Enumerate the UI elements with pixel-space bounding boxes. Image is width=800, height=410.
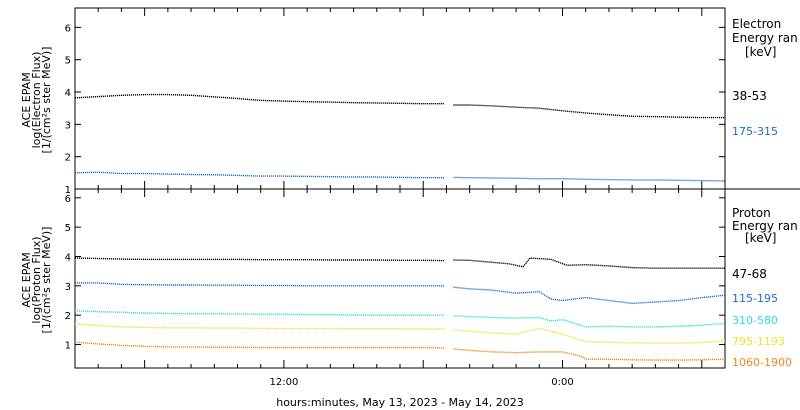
proton-ylabel: ACE EPAM log(Proton Flux) [1/(cm²s ster …	[20, 227, 53, 334]
proton-legend-47-68: 47-68	[732, 267, 767, 281]
electron-legend-title-2: Energy ran	[732, 31, 798, 45]
proton-series-795-1193	[74, 323, 726, 344]
electron-ylabel-line2: log(Electron Flux)	[30, 52, 43, 149]
proton-panel-frame	[74, 188, 726, 369]
electron-legend-title-1: Electron	[732, 17, 781, 31]
proton-legend-title-3: [keV]	[745, 231, 776, 245]
electron-ytick-label-2: 2	[65, 153, 71, 164]
proton-ytick-label-2: 2	[65, 311, 71, 322]
electron-ylabel-line3: [1/(cm²s ster MeV)]	[40, 47, 53, 154]
electron-ylabel-line1: ACE EPAM	[20, 72, 33, 127]
xtick-label: 0:00	[551, 377, 573, 388]
proton-ytick-label-5: 5	[65, 223, 71, 234]
electron-ytick-label-4: 4	[65, 88, 71, 99]
proton-ylabel-line1: ACE EPAM	[20, 252, 33, 307]
proton-ytick-label-6: 6	[65, 194, 71, 205]
proton-legend-795-1193: 795-1193	[732, 335, 785, 348]
proton-legend-title-2: Energy ran	[732, 219, 798, 233]
proton-legend-310-580: 310-580	[732, 314, 778, 327]
proton-ytick-label-4: 4	[65, 252, 71, 263]
proton-series-310-580	[74, 310, 726, 328]
proton-legend-115-195: 115-195	[732, 292, 778, 305]
proton-ylabel-line2: log(Proton Flux)	[30, 236, 43, 323]
proton-ytick-label-1: 1	[65, 341, 71, 352]
proton-ylabel-line3: [1/(cm²s ster MeV)]	[40, 227, 53, 334]
proton-legend-1060-1900: 1060-1900	[732, 356, 792, 369]
electron-legend-38-53: 38-53	[732, 89, 767, 103]
electron-legend-175-315: 175-315	[732, 125, 778, 138]
electron-panel-frame	[74, 7, 726, 190]
electron-ytick-label-5: 5	[65, 56, 71, 67]
proton-series-47-68	[74, 257, 725, 269]
electron-legend-title-3: [keV]	[745, 45, 776, 59]
electron-ytick-label-1: 1	[65, 185, 71, 196]
xaxis-label: hours:minutes, May 13, 2023 - May 14, 20…	[276, 396, 524, 409]
xtick-label: 12:00	[270, 377, 299, 388]
electron-series-175-315	[74, 171, 726, 182]
proton-legend-title-1: Proton	[732, 206, 771, 220]
electron-ytick-label-3: 3	[65, 120, 71, 131]
proton-series-115-195	[75, 282, 726, 305]
electron-series-38-53	[74, 93, 725, 119]
electron-ylabel: ACE EPAM log(Electron Flux) [1/(cm²s ste…	[20, 47, 53, 154]
electron-ytick-label-6: 6	[65, 23, 71, 34]
proton-series-1060-1900	[74, 341, 726, 361]
proton-ytick-label-3: 3	[65, 282, 71, 293]
